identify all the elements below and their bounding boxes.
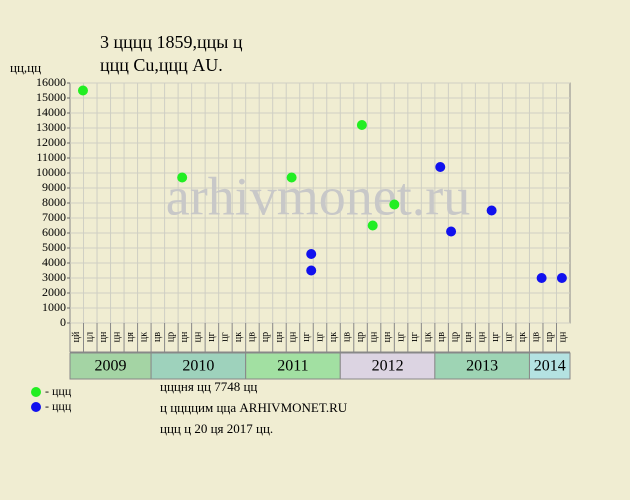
y-tick-label: 2000: [42, 285, 66, 299]
month-label: цв: [247, 332, 258, 342]
y-tick-label: 6000: [42, 225, 66, 239]
point: [306, 265, 317, 276]
point: [446, 226, 457, 237]
year-band: [339, 352, 436, 380]
y-tick-label: 7000: [42, 210, 66, 224]
month-label: цн: [274, 331, 285, 342]
point: [556, 273, 567, 283]
point: [367, 220, 378, 231]
month-label: цн: [287, 331, 298, 342]
month-label: цк: [233, 332, 244, 342]
month-label: цк: [328, 332, 339, 342]
legend-marker: [31, 402, 41, 412]
note: ц ццццим цца ARHIVMONET.RU: [160, 400, 348, 415]
month-label: цв: [341, 332, 352, 342]
point: [177, 172, 188, 183]
year-label: 2012: [372, 358, 404, 375]
point: [286, 172, 297, 183]
month-label: цг: [395, 332, 406, 341]
watermark: arhivmonet.ru: [166, 166, 470, 226]
title-line: 3 цццц 1859,ццы ц: [100, 32, 243, 52]
y-axis-label: цц,цц: [10, 60, 41, 75]
year-label: 2009: [95, 358, 127, 375]
y-tick-label: 5000: [42, 240, 66, 254]
y-tick-label: 3000: [42, 270, 66, 284]
point: [356, 120, 367, 130]
month-label: цл: [85, 332, 96, 342]
month-label: цр: [355, 332, 366, 342]
y-tick-label: 8000: [42, 195, 66, 209]
month-label: цн: [179, 331, 190, 342]
month-label: цг: [409, 332, 420, 341]
year-label: 2013: [466, 358, 498, 375]
y-tick-label: 12000: [36, 135, 66, 149]
y-tick-label: 15000: [36, 90, 66, 104]
year-label: 2011: [277, 358, 308, 375]
month-label: цй: [71, 331, 82, 342]
month-label: цн: [476, 331, 487, 342]
year-band: [69, 352, 152, 380]
y-tick-label: 4000: [42, 255, 66, 269]
point: [306, 249, 317, 259]
y-tick-label: 10000: [36, 165, 66, 179]
month-label: цн: [98, 331, 109, 342]
month-label: цг: [220, 332, 231, 341]
y-tick-label: 9000: [42, 180, 66, 194]
month-label: цн: [112, 331, 123, 342]
month-label: цр: [260, 332, 271, 342]
legend-marker: [31, 387, 41, 397]
y-tick-label: 14000: [36, 105, 66, 119]
y-tick-label: 11000: [36, 150, 66, 164]
month-label: цн: [193, 331, 204, 342]
month-label: ця: [125, 332, 136, 342]
month-label: цр: [449, 332, 460, 342]
y-tick-label: 0: [60, 315, 66, 329]
y-tick-label: 1000: [42, 300, 66, 314]
month-label: цк: [139, 332, 150, 342]
y-tick-label: 16000: [36, 75, 66, 89]
month-label: цв: [152, 332, 163, 342]
year-label: 2010: [182, 358, 214, 375]
month-label: цг: [206, 332, 217, 341]
month-label: цк: [422, 332, 433, 342]
month-label: цв: [531, 332, 542, 342]
year-band: [528, 352, 571, 380]
month-label: цн: [463, 331, 474, 342]
note: цццня цц 7748 цц: [160, 379, 257, 394]
month-label: цр: [544, 332, 555, 342]
title-line: ццц Cu,ццц AU.: [100, 55, 223, 75]
month-label: цг: [301, 332, 312, 341]
note: ццц ц 20 ця 2017 цц.: [160, 421, 273, 436]
month-label: цг: [503, 332, 514, 341]
point: [435, 162, 446, 172]
month-label: цк: [517, 332, 528, 342]
legend-label: - ццц: [45, 384, 72, 398]
point: [486, 205, 497, 216]
year-label: 2014: [534, 358, 566, 375]
month-label: цн: [558, 331, 569, 342]
y-tick-label: 13000: [36, 120, 66, 134]
point: [536, 273, 547, 283]
year-band: [434, 352, 530, 380]
month-label: цр: [166, 332, 177, 342]
point: [389, 199, 400, 210]
month-label: цг: [490, 332, 501, 341]
point: [77, 85, 88, 96]
month-label: цв: [436, 332, 447, 342]
legend-label: - ццц: [45, 399, 72, 413]
month-label: цн: [368, 331, 379, 342]
month-label: цн: [382, 331, 393, 342]
month-label: цг: [314, 332, 325, 341]
